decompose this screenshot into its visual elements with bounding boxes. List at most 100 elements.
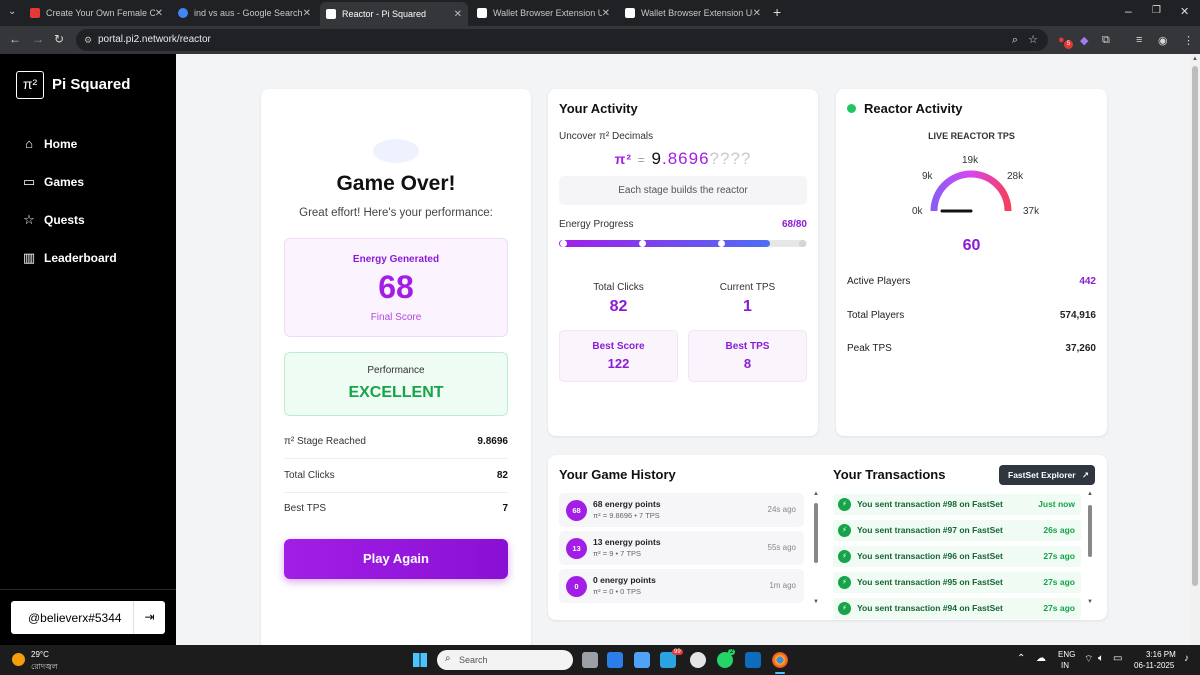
tab-title: Wallet Browser Extension Usag bbox=[641, 8, 753, 18]
transaction-item[interactable]: ⚡ You sent transaction #94 on FastSet 27… bbox=[833, 598, 1081, 619]
sidebar-item-home[interactable]: ⌂ Home bbox=[22, 136, 77, 151]
history-scroll-thumb[interactable] bbox=[814, 503, 818, 563]
url-bar[interactable]: ⚙ portal.pi2.network/reactor ⌕ ☆ bbox=[76, 29, 1048, 51]
store-icon[interactable] bbox=[607, 652, 623, 668]
history-item[interactable]: 0 0 energy points π² = 0 • 0 TPS 1m ago bbox=[559, 569, 804, 603]
minimize-icon[interactable]: – bbox=[1125, 4, 1132, 18]
best-score-tile: Best Score 122 bbox=[559, 330, 678, 382]
weather-sun-icon[interactable] bbox=[12, 653, 25, 666]
tx-scroll-thumb[interactable] bbox=[1088, 505, 1092, 557]
transaction-time: Just now bbox=[1038, 499, 1075, 509]
history-badge: 13 bbox=[566, 538, 587, 559]
wifi-icon[interactable]: ⌔ bbox=[1084, 654, 1094, 665]
page-scrollbar[interactable]: ▲ bbox=[1190, 54, 1200, 645]
chrome-icon[interactable] bbox=[772, 652, 788, 668]
transaction-time: 27s ago bbox=[1043, 603, 1075, 613]
profile-avatar-icon[interactable]: ◉ bbox=[1158, 35, 1168, 47]
outlook-icon[interactable] bbox=[745, 652, 761, 668]
task-view-icon[interactable] bbox=[582, 652, 598, 668]
game-over-title: Game Over! bbox=[336, 172, 456, 195]
history-scroll-up-icon[interactable]: ▲ bbox=[813, 491, 819, 497]
sidebar-item-games[interactable]: ▭ Games bbox=[22, 174, 84, 190]
reactor-title: Reactor Activity bbox=[864, 101, 963, 116]
notification-bell-icon[interactable]: ♪ bbox=[1184, 653, 1189, 664]
new-tab-plus-icon[interactable]: + bbox=[773, 4, 782, 20]
sidebar-item-leaderboard[interactable]: ▥ Leaderboard bbox=[22, 250, 117, 266]
reactor-card: Reactor Activity LIVE REACTOR TPS 0k 9k … bbox=[836, 89, 1107, 436]
site-info-icon[interactable]: ⚙ bbox=[84, 35, 93, 45]
scroll-up-arrow-icon[interactable]: ▲ bbox=[1192, 56, 1198, 62]
reactor-row-active: Active Players 442 bbox=[847, 276, 1096, 287]
tps-gauge: 0k 9k 19k 28k 37k bbox=[912, 155, 1040, 217]
history-scroll-down-icon[interactable]: ▼ bbox=[813, 599, 819, 605]
tab-0[interactable]: Create Your Own Female Carto ✕ bbox=[24, 3, 169, 23]
extension-red-icon[interactable]: ● bbox=[1058, 34, 1065, 46]
fastset-explorer-button[interactable]: FastSet Explorer ↗ bbox=[999, 465, 1095, 485]
sidebar-item-label: Quests bbox=[44, 213, 85, 227]
forward-icon[interactable]: → bbox=[32, 32, 44, 46]
tab-close-icon[interactable]: ✕ bbox=[752, 7, 761, 19]
battery-icon[interactable]: ▭ bbox=[1113, 653, 1123, 664]
transaction-item[interactable]: ⚡ You sent transaction #97 on FastSet 26… bbox=[833, 520, 1081, 541]
tab-2-active[interactable]: Reactor - Pi Squared ✕ bbox=[320, 2, 468, 26]
notepad-icon[interactable] bbox=[634, 652, 650, 668]
stat-label: π² Stage Reached bbox=[284, 436, 366, 447]
chatgpt-icon[interactable] bbox=[690, 652, 706, 668]
history-badge: 68 bbox=[566, 500, 587, 521]
clock-time[interactable]: 3:16 PM bbox=[1146, 650, 1176, 659]
whatsapp-icon[interactable] bbox=[717, 652, 733, 668]
scroll-thumb[interactable] bbox=[1192, 66, 1198, 586]
transaction-item[interactable]: ⚡ You sent transaction #95 on FastSet 27… bbox=[833, 572, 1081, 593]
energy-progress-value: 68/80 bbox=[781, 219, 807, 230]
tab-close-icon[interactable]: ✕ bbox=[453, 8, 462, 20]
tx-scroll-down-icon[interactable]: ▼ bbox=[1087, 599, 1093, 605]
taskbar-search-box[interactable]: ⌕ Search bbox=[437, 650, 573, 670]
media-icon[interactable]: ≡ bbox=[1136, 34, 1143, 46]
tab-close-icon[interactable]: ✕ bbox=[154, 7, 163, 19]
extension-purple-icon[interactable]: ◆ bbox=[1080, 35, 1089, 47]
logout-icon[interactable]: ⇥ bbox=[133, 601, 165, 634]
tab-1[interactable]: ind vs aus - Google Search ✕ bbox=[172, 3, 317, 23]
reactor-row-total: Total Players 574,916 bbox=[847, 310, 1096, 321]
start-windows-icon[interactable] bbox=[413, 653, 427, 667]
history-item-time: 1m ago bbox=[769, 581, 796, 590]
close-window-icon[interactable]: ✕ bbox=[1180, 6, 1190, 18]
history-scrollbar[interactable]: ▲ ▼ bbox=[813, 491, 819, 608]
menu-dots-icon[interactable]: ⋮ bbox=[1183, 35, 1194, 47]
back-icon[interactable]: ← bbox=[9, 32, 21, 46]
tab-close-icon[interactable]: ✕ bbox=[601, 7, 610, 19]
volume-icon[interactable]: 🔈︎ bbox=[1098, 653, 1104, 664]
current-tps-label: Current TPS bbox=[719, 282, 776, 293]
user-profile-box[interactable]: @believerx#5344 ⇥ bbox=[11, 601, 165, 634]
extensions-puzzle-icon[interactable]: ⧉ bbox=[1102, 34, 1110, 46]
transaction-text: You sent transaction #98 on FastSet bbox=[857, 499, 1003, 509]
tab-list-chevron-icon[interactable]: ⌄ bbox=[8, 6, 17, 17]
stat-row-clicks: Total Clicks 82 bbox=[284, 460, 508, 493]
tab-close-icon[interactable]: ✕ bbox=[302, 7, 311, 19]
history-item[interactable]: 68 68 energy points π² = 9.8696 • 7 TPS … bbox=[559, 493, 804, 527]
pi-dot: . bbox=[661, 149, 668, 168]
zoom-icon[interactable]: ⌕ bbox=[1011, 34, 1018, 46]
language-top[interactable]: ENG bbox=[1058, 650, 1076, 659]
transactions-scrollbar[interactable]: ▲ ▼ bbox=[1087, 491, 1093, 608]
reload-icon[interactable]: ↻ bbox=[54, 32, 65, 46]
tray-chevron-icon[interactable]: ⌃ bbox=[1017, 653, 1026, 664]
transaction-item[interactable]: ⚡ You sent transaction #98 on FastSet Ju… bbox=[833, 494, 1081, 515]
sidebar-item-quests[interactable]: ☆ Quests bbox=[22, 212, 85, 228]
history-item[interactable]: 13 13 energy points π² = 9 • 7 TPS 55s a… bbox=[559, 531, 804, 565]
tx-scroll-up-icon[interactable]: ▲ bbox=[1087, 491, 1093, 497]
tab-title: ind vs aus - Google Search bbox=[194, 8, 303, 18]
transaction-item[interactable]: ⚡ You sent transaction #96 on FastSet 27… bbox=[833, 546, 1081, 567]
transaction-time: 27s ago bbox=[1043, 551, 1075, 561]
restore-icon[interactable]: ❐ bbox=[1152, 5, 1161, 16]
stat-label: Best TPS bbox=[284, 503, 327, 514]
tray-cloud-icon[interactable]: ☁ bbox=[1036, 653, 1046, 664]
extension-badge: 5 bbox=[1064, 40, 1073, 49]
sidebar: π² Pi Squared ⌂ Home ▭ Games ☆ Quests ▥ … bbox=[0, 54, 176, 645]
tab-4[interactable]: Wallet Browser Extension Usag ✕ bbox=[619, 3, 767, 23]
telegram-icon[interactable] bbox=[660, 652, 676, 668]
history-item-detail: π² = 0 • 0 TPS bbox=[593, 587, 642, 596]
play-again-button[interactable]: Play Again bbox=[284, 539, 508, 579]
tab-3[interactable]: Wallet Browser Extension Usag ✕ bbox=[471, 3, 616, 23]
bookmark-star-icon[interactable]: ☆ bbox=[1028, 34, 1038, 46]
